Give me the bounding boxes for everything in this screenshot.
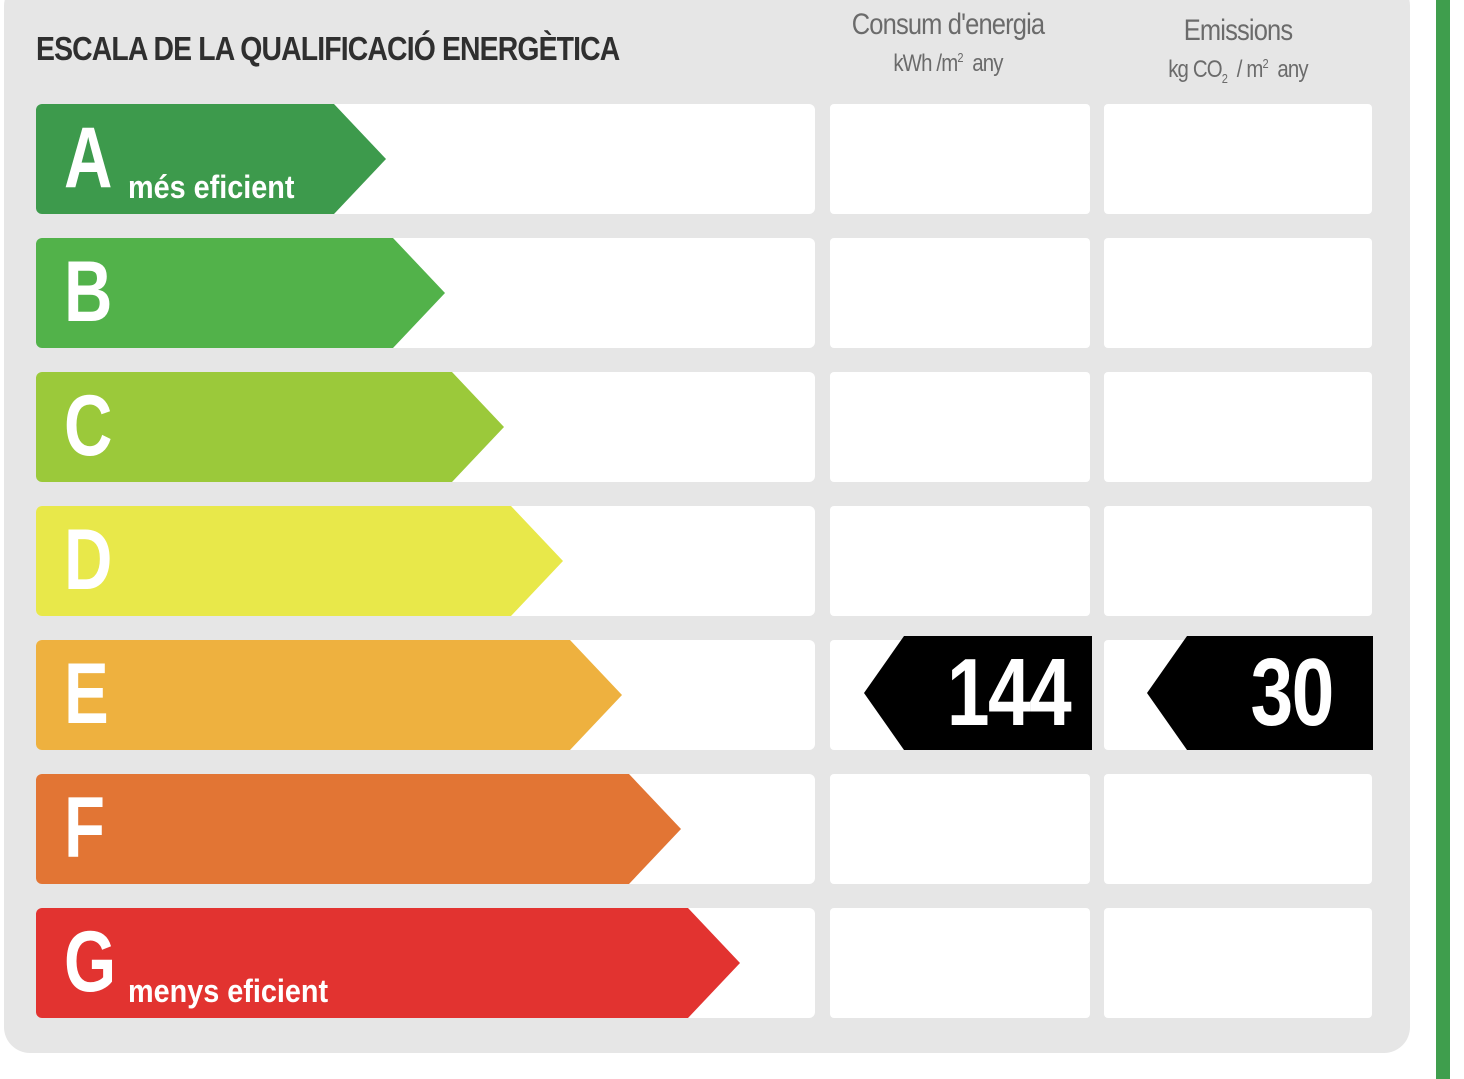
consum-cell-c — [830, 372, 1090, 482]
emissions-title: Emissions — [1183, 14, 1293, 47]
class-arrow-b: B — [36, 238, 445, 348]
consum-cell-g — [830, 908, 1090, 1018]
consum-cell-d — [830, 506, 1090, 616]
consum-title: Consum d'energia — [851, 8, 1045, 41]
consum-cell-b — [830, 238, 1090, 348]
class-arrow-c: C — [36, 372, 504, 482]
class-letter: D — [64, 512, 113, 608]
scale-title: ESCALA DE LA QUALIFICACIÓ ENERGÈTICA — [36, 30, 620, 67]
emissions-cell-d — [1104, 506, 1372, 616]
consum-rating-marker: 144 — [864, 636, 1092, 750]
column-header-consum: Consum d'energia kWh /m2 any — [830, 8, 1066, 78]
class-arrow-e: E — [36, 640, 622, 750]
emissions-value: 30 — [1250, 639, 1335, 746]
class-letter: G — [64, 914, 117, 1010]
consum-cell-f — [830, 774, 1090, 884]
class-letter: F — [64, 780, 105, 876]
class-letter: E — [64, 646, 109, 742]
class-letter: A — [64, 110, 113, 206]
emissions-unit: kg CO2 / m2 any — [1168, 56, 1308, 86]
class-caption: més eficient — [128, 169, 295, 205]
class-caption: menys eficient — [128, 973, 329, 1009]
column-header-emissions: Emissions kg CO2 / m2 any — [1104, 14, 1372, 86]
class-arrow-f: F — [36, 774, 681, 884]
emissions-cell-c — [1104, 372, 1372, 482]
consum-unit: kWh /m2 any — [893, 50, 1003, 77]
green-border-strip — [1436, 0, 1450, 1079]
consum-value: 144 — [946, 639, 1072, 746]
class-arrow-d: D — [36, 506, 563, 616]
class-letter: C — [64, 378, 113, 474]
emissions-rating-marker: 30 — [1147, 636, 1373, 750]
emissions-cell-f — [1104, 774, 1372, 884]
class-letter: B — [64, 244, 113, 340]
emissions-cell-b — [1104, 238, 1372, 348]
consum-cell-a — [830, 104, 1090, 214]
emissions-cell-g — [1104, 908, 1372, 1018]
emissions-cell-a — [1104, 104, 1372, 214]
